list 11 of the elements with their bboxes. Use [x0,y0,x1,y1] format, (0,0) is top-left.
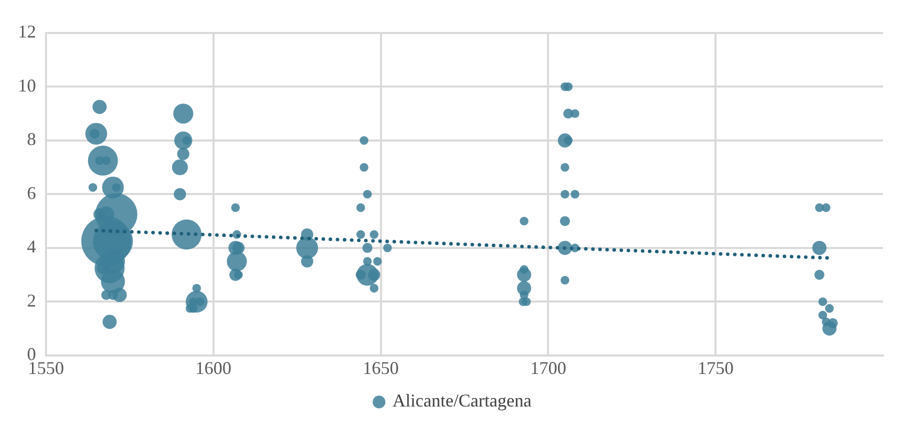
x-tick-label: 1650 [362,358,399,378]
y-tick-label: 4 [27,236,36,257]
y-tick-label: 12 [18,22,36,42]
y-tick-label: 6 [27,182,36,203]
x-tick-label: 1700 [530,358,566,378]
x-tick-label: 1600 [195,358,232,378]
x-tick-label: 1750 [698,358,734,378]
y-tick-label: 10 [18,75,36,96]
y-tick-label: 2 [27,290,36,310]
y-tick-label: 8 [27,129,36,150]
legend-label: Alicante/Cartagena [392,390,532,411]
